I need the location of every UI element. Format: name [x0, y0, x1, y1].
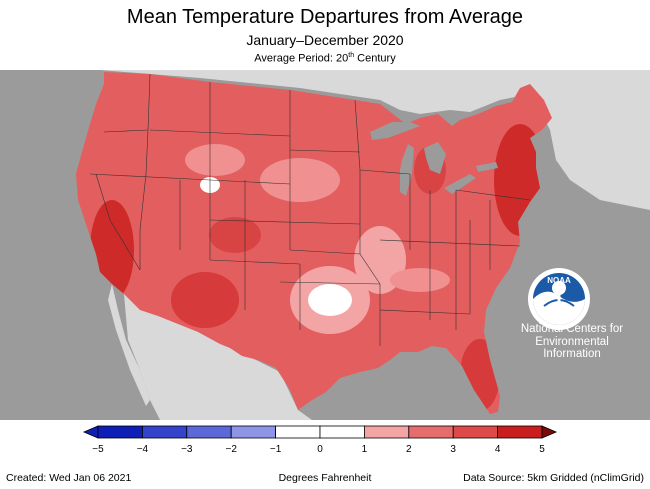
map-panel [0, 70, 650, 420]
legend-tick-label: −5 [92, 444, 104, 455]
legend-tick-label: −3 [181, 444, 193, 455]
svg-text:NOAA: NOAA [547, 276, 571, 285]
legend-tick-label: 4 [495, 444, 501, 455]
color-legend: −5 −4 −3 −2 −1 0 1 2 3 4 5 [82, 425, 558, 455]
data-source: Data Source: 5km Gridded (nClimGrid) [463, 472, 644, 484]
state-borders [89, 73, 531, 346]
legend-color-bin [497, 425, 543, 439]
legend-tick-label: 2 [406, 444, 412, 455]
map-title: Mean Temperature Departures from Average [126, 6, 524, 28]
units-label: Degrees Fahrenheit [278, 472, 372, 484]
weak-anomaly-tennessee [390, 268, 450, 292]
legend-color-bin [275, 425, 321, 439]
us-temperature-map [0, 70, 650, 420]
legend-arrow-high [541, 425, 558, 439]
created-date: Created: Wed Jan 06 2021 [6, 472, 132, 484]
ncei-label: National Centers for Environmental Infor… [520, 323, 624, 360]
canada-landmass [0, 70, 650, 210]
near-normal-oklahoma [308, 284, 352, 316]
legend-color-bin [408, 425, 454, 439]
lake-huron [424, 142, 446, 174]
weak-anomaly-montana [185, 144, 245, 176]
lake-superior [370, 122, 420, 140]
mexico-landmass [124, 294, 312, 420]
lake-michigan [400, 144, 414, 196]
legend-color-bin [452, 425, 499, 439]
weak-anomaly-dakotas [260, 158, 340, 202]
legend-tick-label: 0 [317, 444, 323, 455]
strong-anomaly-southwest [171, 272, 239, 328]
lake-ontario [476, 162, 498, 172]
legend-tick-label: 5 [539, 444, 545, 455]
legend-tick-label: −4 [137, 444, 149, 455]
legend-tick-label: −2 [225, 444, 237, 455]
strong-anomaly-florida [460, 339, 500, 411]
noaa-logo-icon: NOAA [528, 268, 590, 330]
legend-arrow-low [82, 425, 99, 439]
legend-color-bin [319, 425, 365, 439]
baja-peninsula [108, 284, 150, 406]
lake-erie [444, 174, 476, 194]
legend-tick-label: 3 [450, 444, 456, 455]
legend-color-bin [97, 425, 143, 439]
legend-color-bin [230, 425, 276, 439]
noaa-logo: NOAA [526, 266, 592, 332]
legend-tick-label: −1 [270, 444, 282, 455]
legend-color-bin [186, 425, 232, 439]
average-period-label: Average Period: 20th Century [254, 52, 396, 65]
strong-anomaly-colorado [209, 217, 261, 253]
legend-color-bin [363, 425, 410, 439]
strong-anomaly-northeast [494, 124, 546, 236]
map-subtitle: January–December 2020 [246, 32, 404, 48]
legend-color-bin [142, 425, 188, 439]
legend-tick-label: 1 [362, 444, 368, 455]
